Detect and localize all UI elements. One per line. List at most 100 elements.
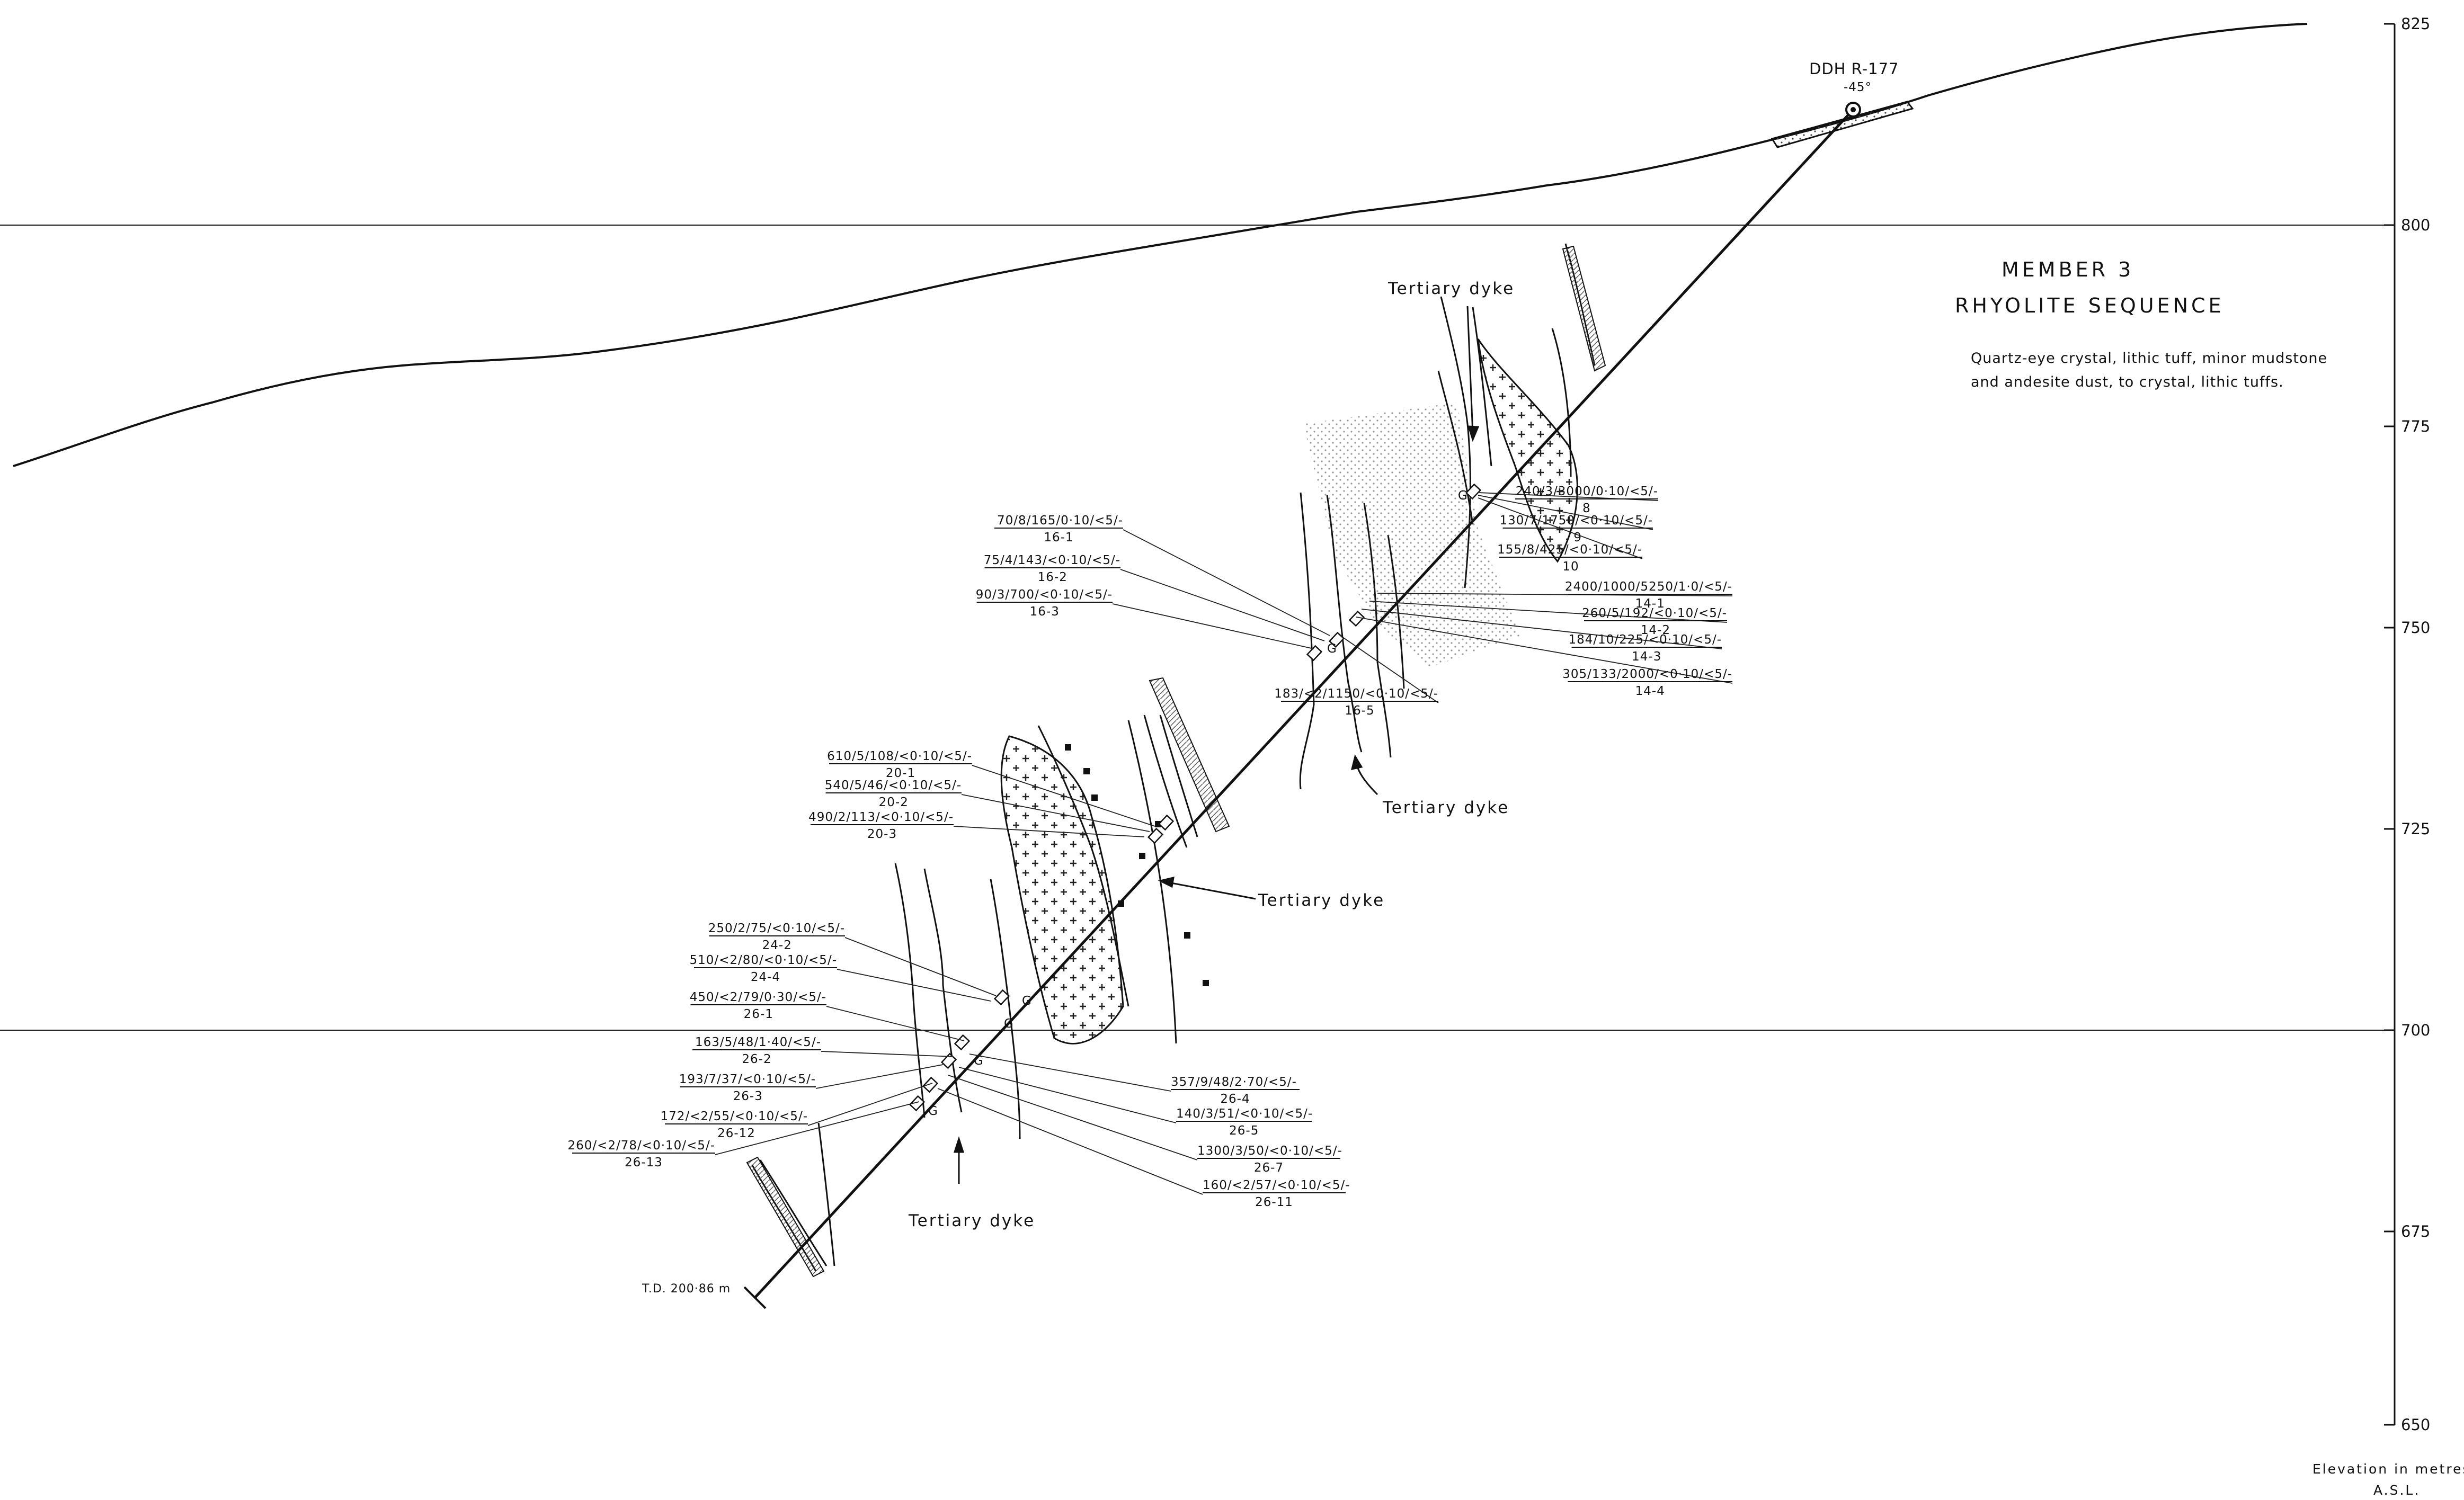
assay-sample-id: 8 xyxy=(1582,502,1591,515)
assay-label: 75/4/143/<0·10/<5/- 16-2 xyxy=(984,553,1120,584)
assay-label: 250/2/75/<0·10/<5/- 24-2 xyxy=(708,922,845,952)
assay-label: 510/<2/80/<0·10/<5/- 24-4 xyxy=(689,953,837,984)
elevation-tick-label: 775 xyxy=(2401,417,2430,435)
axis-caption-2: A.S.L. xyxy=(2373,1483,2420,1498)
collar-symbol xyxy=(1845,102,1861,118)
svg-text:G: G xyxy=(1004,1017,1014,1031)
lithic-fragments xyxy=(1065,744,1209,986)
assay-value: 130/7/1750/<0·10/<5/- xyxy=(1500,514,1653,528)
assay-sample-id: 26-5 xyxy=(1229,1124,1259,1138)
assay-sample-id: 16-3 xyxy=(1030,605,1060,619)
drill-hole-inclination: -45° xyxy=(1844,81,1872,94)
assay-value: 172/<2/55/<0·10/<5/- xyxy=(660,1110,808,1123)
g-markers: G G G G G G xyxy=(928,489,1467,1118)
assay-value: 357/9/48/2·70/<5/- xyxy=(1171,1075,1297,1089)
assay-sample-id: 16-5 xyxy=(1345,704,1374,718)
assay-value: 490/2/113/<0·10/<5/- xyxy=(808,810,954,824)
assay-sample-id: 16-2 xyxy=(1038,570,1068,584)
assay-label: 184/10/225/<0·10/<5/- 14-3 xyxy=(1569,633,1722,664)
assay-label: 450/<2/79/0·30/<5/- 26-1 xyxy=(690,990,826,1021)
assay-label: 540/5/46/<0·10/<5/- 20-2 xyxy=(825,779,962,809)
elevation-tick-label: 700 xyxy=(2401,1021,2430,1039)
svg-text:G: G xyxy=(1022,994,1032,1008)
drill-hole-end-tick xyxy=(743,1286,767,1309)
elevation-tick-label: 800 xyxy=(2401,216,2430,234)
assay-label: 1300/3/50/<0·10/<5/- 26-7 xyxy=(1197,1144,1342,1175)
assay-value: 250/2/75/<0·10/<5/- xyxy=(708,922,845,935)
assay-value: 160/<2/57/<0·10/<5/- xyxy=(1203,1178,1350,1192)
assay-value: 183/<2/1150/<0·10/<5/- xyxy=(1274,687,1438,701)
dyke-label-middle: Tertiary dyke xyxy=(1382,798,1509,817)
assay-value: 163/5/48/1·40/<5/- xyxy=(695,1035,821,1049)
dyke-arrows xyxy=(953,306,1480,1184)
assay-label: 160/<2/57/<0·10/<5/- 26-11 xyxy=(1203,1178,1350,1209)
assay-sample-id: 24-4 xyxy=(751,970,780,984)
assay-label: 305/133/2000/<0·10/<5/- 14-4 xyxy=(1562,667,1732,698)
elevation-tick-label: 675 xyxy=(2401,1222,2430,1240)
dyke-strip-mid xyxy=(1149,677,1230,833)
assay-value: 155/8/425/<0·10/<5/- xyxy=(1497,543,1642,557)
description-line-2: and andesite dust, to crystal, lithic tu… xyxy=(1971,374,2284,390)
assay-label: 140/3/51/<0·10/<5/- 26-5 xyxy=(1176,1107,1313,1138)
assay-sample-id: 26-1 xyxy=(744,1007,773,1021)
assay-sample-id: 26-3 xyxy=(733,1090,763,1103)
assay-value: 610/5/108/<0·10/<5/- xyxy=(827,749,972,763)
assay-sample-id: 26-11 xyxy=(1255,1195,1293,1209)
assay-value: 75/4/143/<0·10/<5/- xyxy=(984,553,1120,567)
sample-interval-boxes xyxy=(909,483,1482,1112)
svg-text:G: G xyxy=(928,1104,938,1118)
assay-value: 305/133/2000/<0·10/<5/- xyxy=(1562,667,1732,681)
dyke-label-upper: Tertiary dyke xyxy=(1387,279,1515,298)
assay-sample-id: 14-4 xyxy=(1635,684,1665,698)
assay-sample-id: 26-13 xyxy=(625,1156,663,1169)
assay-label: 610/5/108/<0·10/<5/- 20-1 xyxy=(827,749,972,780)
stippled-zone xyxy=(1303,403,1520,667)
drill-hole-trace xyxy=(754,109,1854,1299)
assay-sample-id: 14-1 xyxy=(1635,597,1665,611)
assay-label: 260/5/192/<0·10/<5/- 14-2 xyxy=(1582,606,1727,637)
assay-value: 260/5/192/<0·10/<5/- xyxy=(1582,606,1727,620)
assay-sample-id: 14-2 xyxy=(1641,623,1670,637)
assay-label: 155/8/425/<0·10/<5/- 10 xyxy=(1497,543,1642,574)
assay-sample-id: 20-3 xyxy=(867,827,897,841)
assay-sample-id: 9 xyxy=(1573,531,1582,544)
svg-text:G: G xyxy=(1327,642,1337,656)
elevation-tick-label: 725 xyxy=(2401,820,2430,838)
assay-label: 163/5/48/1·40/<5/- 26-2 xyxy=(692,1035,821,1066)
assay-sample-id: 24-2 xyxy=(762,939,792,952)
elevation-tick-label: 750 xyxy=(2401,619,2430,637)
assay-label: 490/2/113/<0·10/<5/- 20-3 xyxy=(808,810,954,841)
assay-value: 193/7/37/<0·10/<5/- xyxy=(679,1073,816,1086)
assay-sample-id: 20-2 xyxy=(879,796,909,809)
assay-label: 90/3/700/<0·10/<5/- 16-3 xyxy=(976,588,1113,619)
assay-label: 172/<2/55/<0·10/<5/- 26-12 xyxy=(660,1110,808,1140)
axis-caption-1: Elevation in metres xyxy=(2312,1461,2464,1477)
assay-value: 1300/3/50/<0·10/<5/- xyxy=(1197,1144,1342,1158)
assay-label: 183/<2/1150/<0·10/<5/- 16-5 xyxy=(1274,687,1438,718)
assay-value: 140/3/51/<0·10/<5/- xyxy=(1176,1107,1313,1121)
dyke-label-lower: Tertiary dyke xyxy=(908,1211,1035,1230)
assay-leader-lines xyxy=(715,492,1733,1195)
assay-label: 70/8/165/0·10/<5/- 16-1 xyxy=(994,514,1123,544)
title-member: MEMBER 3 xyxy=(2002,258,2134,281)
assay-label: 260/<2/78/<0·10/<5/- 26-13 xyxy=(567,1139,715,1169)
assay-labels: 240/3/3000/0·10/<5/- 8130/7/1750/<0·10/<5… xyxy=(567,485,1732,1209)
drill-hole-name: DDH R-177 xyxy=(1809,60,1899,78)
assay-value: 450/<2/79/0·30/<5/- xyxy=(690,990,826,1004)
assay-value: 2400/1000/5250/1·0/<5/- xyxy=(1565,580,1732,594)
assay-sample-id: 26-2 xyxy=(742,1052,771,1066)
assay-sample-id: 26-7 xyxy=(1254,1161,1284,1175)
crystal-tuff-lower xyxy=(1000,735,1124,1044)
assay-label: 2400/1000/5250/1·0/<5/- 14-1 xyxy=(1565,580,1732,611)
assay-label: 240/3/3000/0·10/<5/- 8 xyxy=(1515,485,1658,515)
total-depth-label: T.D. 200·86 m xyxy=(642,1282,731,1296)
dyke-strip-upper xyxy=(1562,245,1606,372)
svg-text:G: G xyxy=(974,1054,984,1068)
ground-surface xyxy=(13,23,2308,467)
assay-sample-id: 26-12 xyxy=(717,1127,755,1140)
crystal-tuff-upper xyxy=(1477,338,1578,563)
assay-value: 90/3/700/<0·10/<5/- xyxy=(976,588,1113,602)
assay-value: 184/10/225/<0·10/<5/- xyxy=(1569,633,1722,647)
